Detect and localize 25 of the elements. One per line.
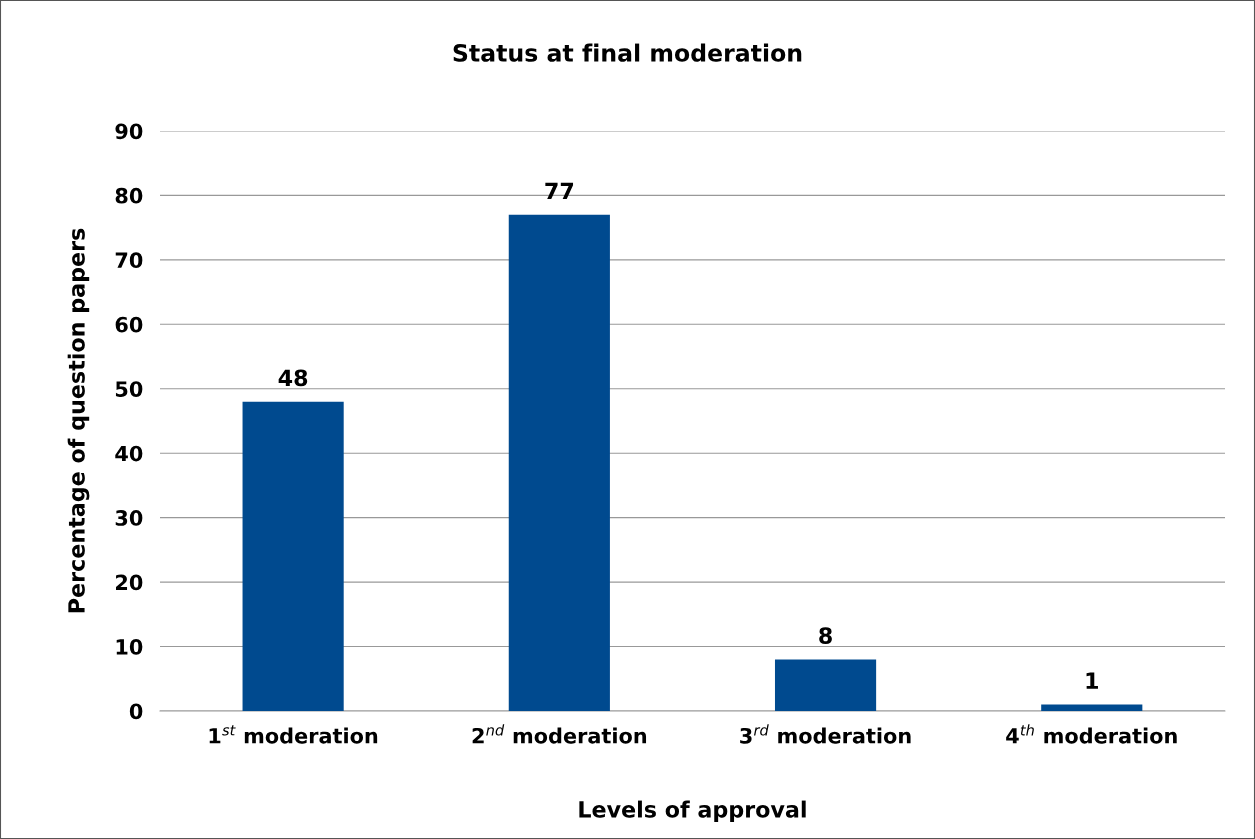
bar bbox=[774, 659, 877, 711]
y-tick-label: 80 bbox=[115, 187, 143, 204]
y-tick-label: 10 bbox=[116, 638, 143, 655]
x-tick-label: 1$^{st}$ moderation bbox=[209, 725, 378, 744]
bar bbox=[242, 401, 344, 711]
bar bbox=[1041, 704, 1143, 711]
data-label: 77 bbox=[545, 182, 574, 200]
y-tick-label: 20 bbox=[116, 574, 143, 591]
y-tick-label: 90 bbox=[115, 123, 143, 140]
x-tick-label: 4$^{th}$ moderation bbox=[1006, 724, 1177, 744]
x-axis-title: Levels of approval bbox=[579, 800, 806, 823]
y-tick-label: 40 bbox=[115, 445, 143, 462]
bar bbox=[508, 214, 610, 711]
x-tick-label: 3$^{rd}$ moderation bbox=[740, 724, 911, 744]
data-label: 8 bbox=[819, 627, 832, 644]
y-tick-label: 70 bbox=[115, 252, 143, 269]
y-axis-title: Percentage of question papers bbox=[67, 228, 90, 613]
y-tick-label: 0 bbox=[129, 703, 143, 720]
y-tick-label: 30 bbox=[115, 510, 143, 526]
y-tick-label: 60 bbox=[115, 316, 143, 333]
chart-title: Status at final moderation bbox=[453, 43, 802, 62]
x-tick-label: 2$^{nd}$ moderation bbox=[472, 724, 647, 744]
y-tick-label: 50 bbox=[115, 381, 143, 397]
data-label: 48 bbox=[278, 369, 308, 387]
data-label: 1 bbox=[1086, 672, 1098, 689]
